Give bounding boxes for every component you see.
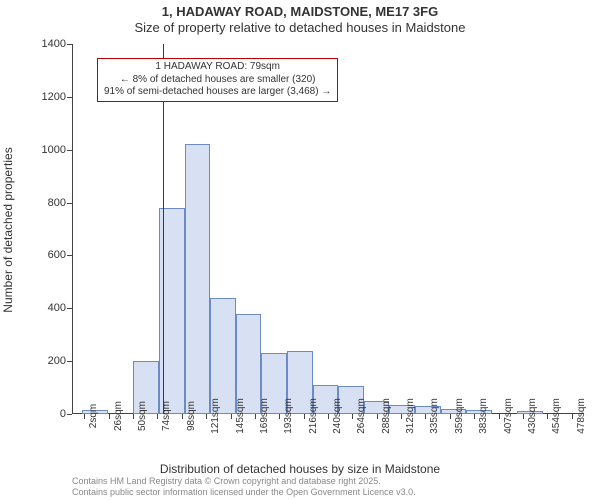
y-tick-mark: [67, 255, 72, 256]
x-tick-mark: [304, 414, 305, 419]
x-tick-mark: [279, 414, 280, 419]
x-tick-label: 288sqm: [381, 398, 392, 434]
footer-line-1: Contains HM Land Registry data © Crown c…: [72, 476, 416, 487]
y-tick-label: 600: [6, 249, 66, 261]
x-tick-mark: [425, 414, 426, 419]
y-tick-label: 200: [6, 355, 66, 367]
y-tick-label: 1200: [6, 91, 66, 103]
x-tick-mark: [352, 414, 353, 419]
x-tick-label: 383sqm: [478, 398, 489, 434]
x-tick-mark: [157, 414, 158, 419]
histogram-bar: [185, 144, 211, 414]
x-tick-mark: [231, 414, 232, 419]
x-tick-mark: [182, 414, 183, 419]
x-tick-label: 50sqm: [137, 401, 148, 431]
x-tick-mark: [450, 414, 451, 419]
x-tick-mark: [523, 414, 524, 419]
y-tick-label: 0: [6, 408, 66, 420]
annotation-line-1: 1 HADAWAY ROAD: 79sqm: [104, 61, 331, 74]
y-tick-label: 1400: [6, 38, 66, 50]
x-tick-label: 2sqm: [88, 404, 99, 428]
x-tick-label: 169sqm: [259, 398, 270, 434]
y-tick-label: 1000: [6, 144, 66, 156]
x-tick-label: 145sqm: [235, 398, 246, 434]
y-tick-mark: [67, 414, 72, 415]
x-tick-mark: [255, 414, 256, 419]
y-tick-mark: [67, 97, 72, 98]
y-axis-label: Number of detached properties: [1, 147, 15, 312]
x-tick-label: 98sqm: [186, 401, 197, 431]
x-tick-label: 74sqm: [161, 401, 172, 431]
x-tick-label: 121sqm: [210, 398, 221, 434]
x-tick-mark: [401, 414, 402, 419]
x-tick-mark: [572, 414, 573, 419]
x-tick-label: 216sqm: [308, 398, 319, 434]
y-tick-label: 400: [6, 302, 66, 314]
x-tick-mark: [206, 414, 207, 419]
x-tick-label: 335sqm: [429, 398, 440, 434]
x-tick-label: 312sqm: [405, 398, 416, 434]
y-tick-mark: [67, 150, 72, 151]
x-tick-label: 240sqm: [332, 398, 343, 434]
footer-attribution: Contains HM Land Registry data © Crown c…: [72, 476, 416, 498]
x-tick-label: 264sqm: [356, 398, 367, 434]
x-tick-mark: [84, 414, 85, 419]
chart-subtitle: Size of property relative to detached ho…: [0, 20, 600, 35]
x-tick-label: 430sqm: [527, 398, 538, 434]
x-tick-label: 26sqm: [113, 401, 124, 431]
x-tick-label: 478sqm: [576, 398, 587, 434]
x-axis-label: Distribution of detached houses by size …: [0, 462, 600, 476]
chart-title: 1, HADAWAY ROAD, MAIDSTONE, ME17 3FG: [0, 4, 600, 19]
x-tick-label: 454sqm: [551, 398, 562, 434]
annotation-line-2: ← 8% of detached houses are smaller (320…: [104, 74, 331, 87]
x-tick-mark: [547, 414, 548, 419]
footer-line-2: Contains public sector information licen…: [72, 487, 416, 498]
annotation-line-3: 91% of semi-detached houses are larger (…: [104, 86, 331, 99]
y-tick-mark: [67, 308, 72, 309]
x-tick-label: 359sqm: [454, 398, 465, 434]
x-tick-mark: [499, 414, 500, 419]
histogram-bar: [210, 298, 236, 414]
x-tick-mark: [377, 414, 378, 419]
x-tick-label: 193sqm: [283, 398, 294, 434]
x-tick-mark: [328, 414, 329, 419]
x-tick-mark: [474, 414, 475, 419]
annotation-box: 1 HADAWAY ROAD: 79sqm ← 8% of detached h…: [97, 58, 338, 102]
x-tick-label: 407sqm: [503, 398, 514, 434]
y-tick-mark: [67, 203, 72, 204]
y-tick-label: 800: [6, 197, 66, 209]
y-tick-mark: [67, 44, 72, 45]
y-tick-mark: [67, 361, 72, 362]
x-tick-mark: [133, 414, 134, 419]
x-tick-mark: [109, 414, 110, 419]
